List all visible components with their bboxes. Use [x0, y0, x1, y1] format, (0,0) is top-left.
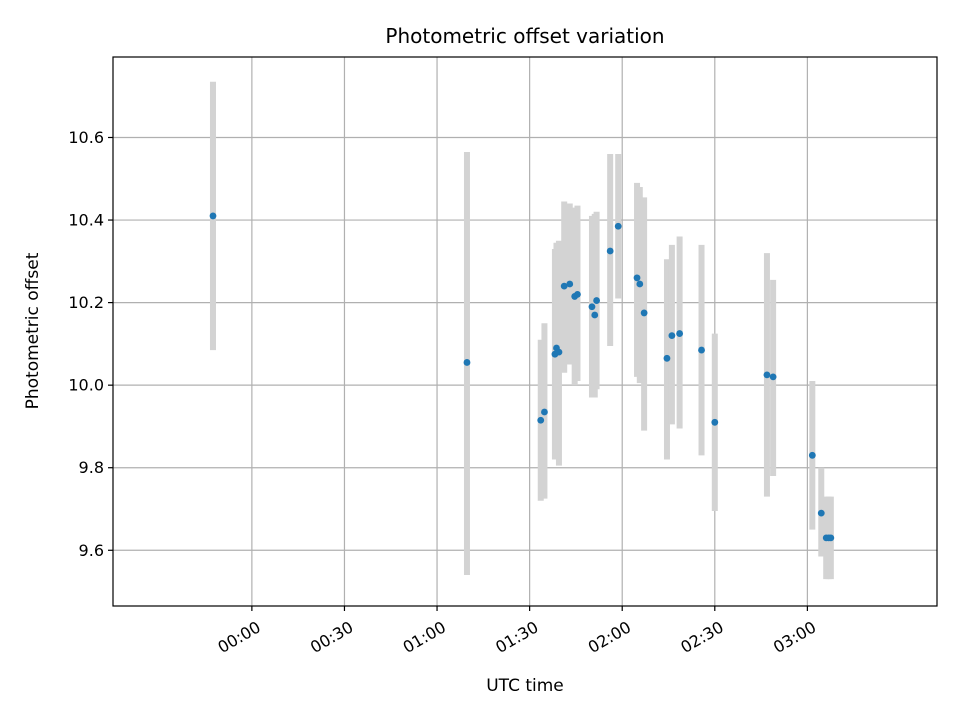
data-point [560, 282, 568, 290]
grid [113, 57, 937, 606]
x-tick-label: 02:30 [677, 617, 726, 657]
data-point [566, 280, 574, 288]
data-point [827, 534, 835, 542]
data-point [555, 348, 563, 356]
data-points [209, 212, 835, 542]
data-point [663, 354, 671, 362]
y-tick-label: 10.4 [68, 211, 104, 230]
y-axis-ticks: 9.6 9.8 10.0 10.2 10.4 10.6 [68, 128, 113, 560]
x-tick-label: 02:00 [585, 617, 634, 657]
data-point [817, 509, 825, 517]
data-point [209, 212, 217, 220]
data-point [591, 311, 599, 319]
data-point [769, 373, 777, 381]
plot-frame [112, 56, 938, 607]
data-point [606, 247, 614, 255]
data-point [676, 330, 684, 337]
x-axis-label: UTC time [486, 676, 564, 696]
data-point [463, 359, 471, 366]
data-point [588, 303, 596, 311]
data-point [537, 416, 545, 424]
data-point [541, 408, 548, 416]
y-tick-label: 9.8 [79, 458, 104, 477]
data-point [711, 418, 719, 426]
x-tick-label: 00:00 [214, 617, 263, 657]
error-bars [209, 81, 834, 580]
data-point [574, 290, 581, 298]
y-tick-label: 9.6 [79, 541, 104, 560]
data-point [633, 274, 641, 282]
y-tick-label: 10.6 [68, 128, 104, 147]
x-axis-ticks: 00:00 00:30 01:00 01:30 02:00 02:30 03:00 [214, 606, 819, 657]
chart-title: Photometric offset variation [385, 24, 664, 48]
data-point [614, 222, 622, 230]
data-point [636, 280, 644, 288]
y-tick-label: 10.2 [68, 293, 104, 312]
data-point [698, 346, 705, 354]
x-tick-label: 03:00 [770, 617, 819, 657]
x-tick-label: 01:00 [400, 617, 449, 657]
y-axis-label: Photometric offset [23, 252, 43, 409]
x-tick-label: 01:30 [492, 617, 541, 657]
y-tick-label: 10.0 [68, 376, 104, 395]
data-point [763, 371, 771, 379]
data-point [593, 297, 600, 304]
x-tick-label: 00:30 [307, 617, 356, 657]
data-point [808, 451, 816, 459]
data-point [668, 332, 676, 340]
data-point [640, 309, 648, 317]
